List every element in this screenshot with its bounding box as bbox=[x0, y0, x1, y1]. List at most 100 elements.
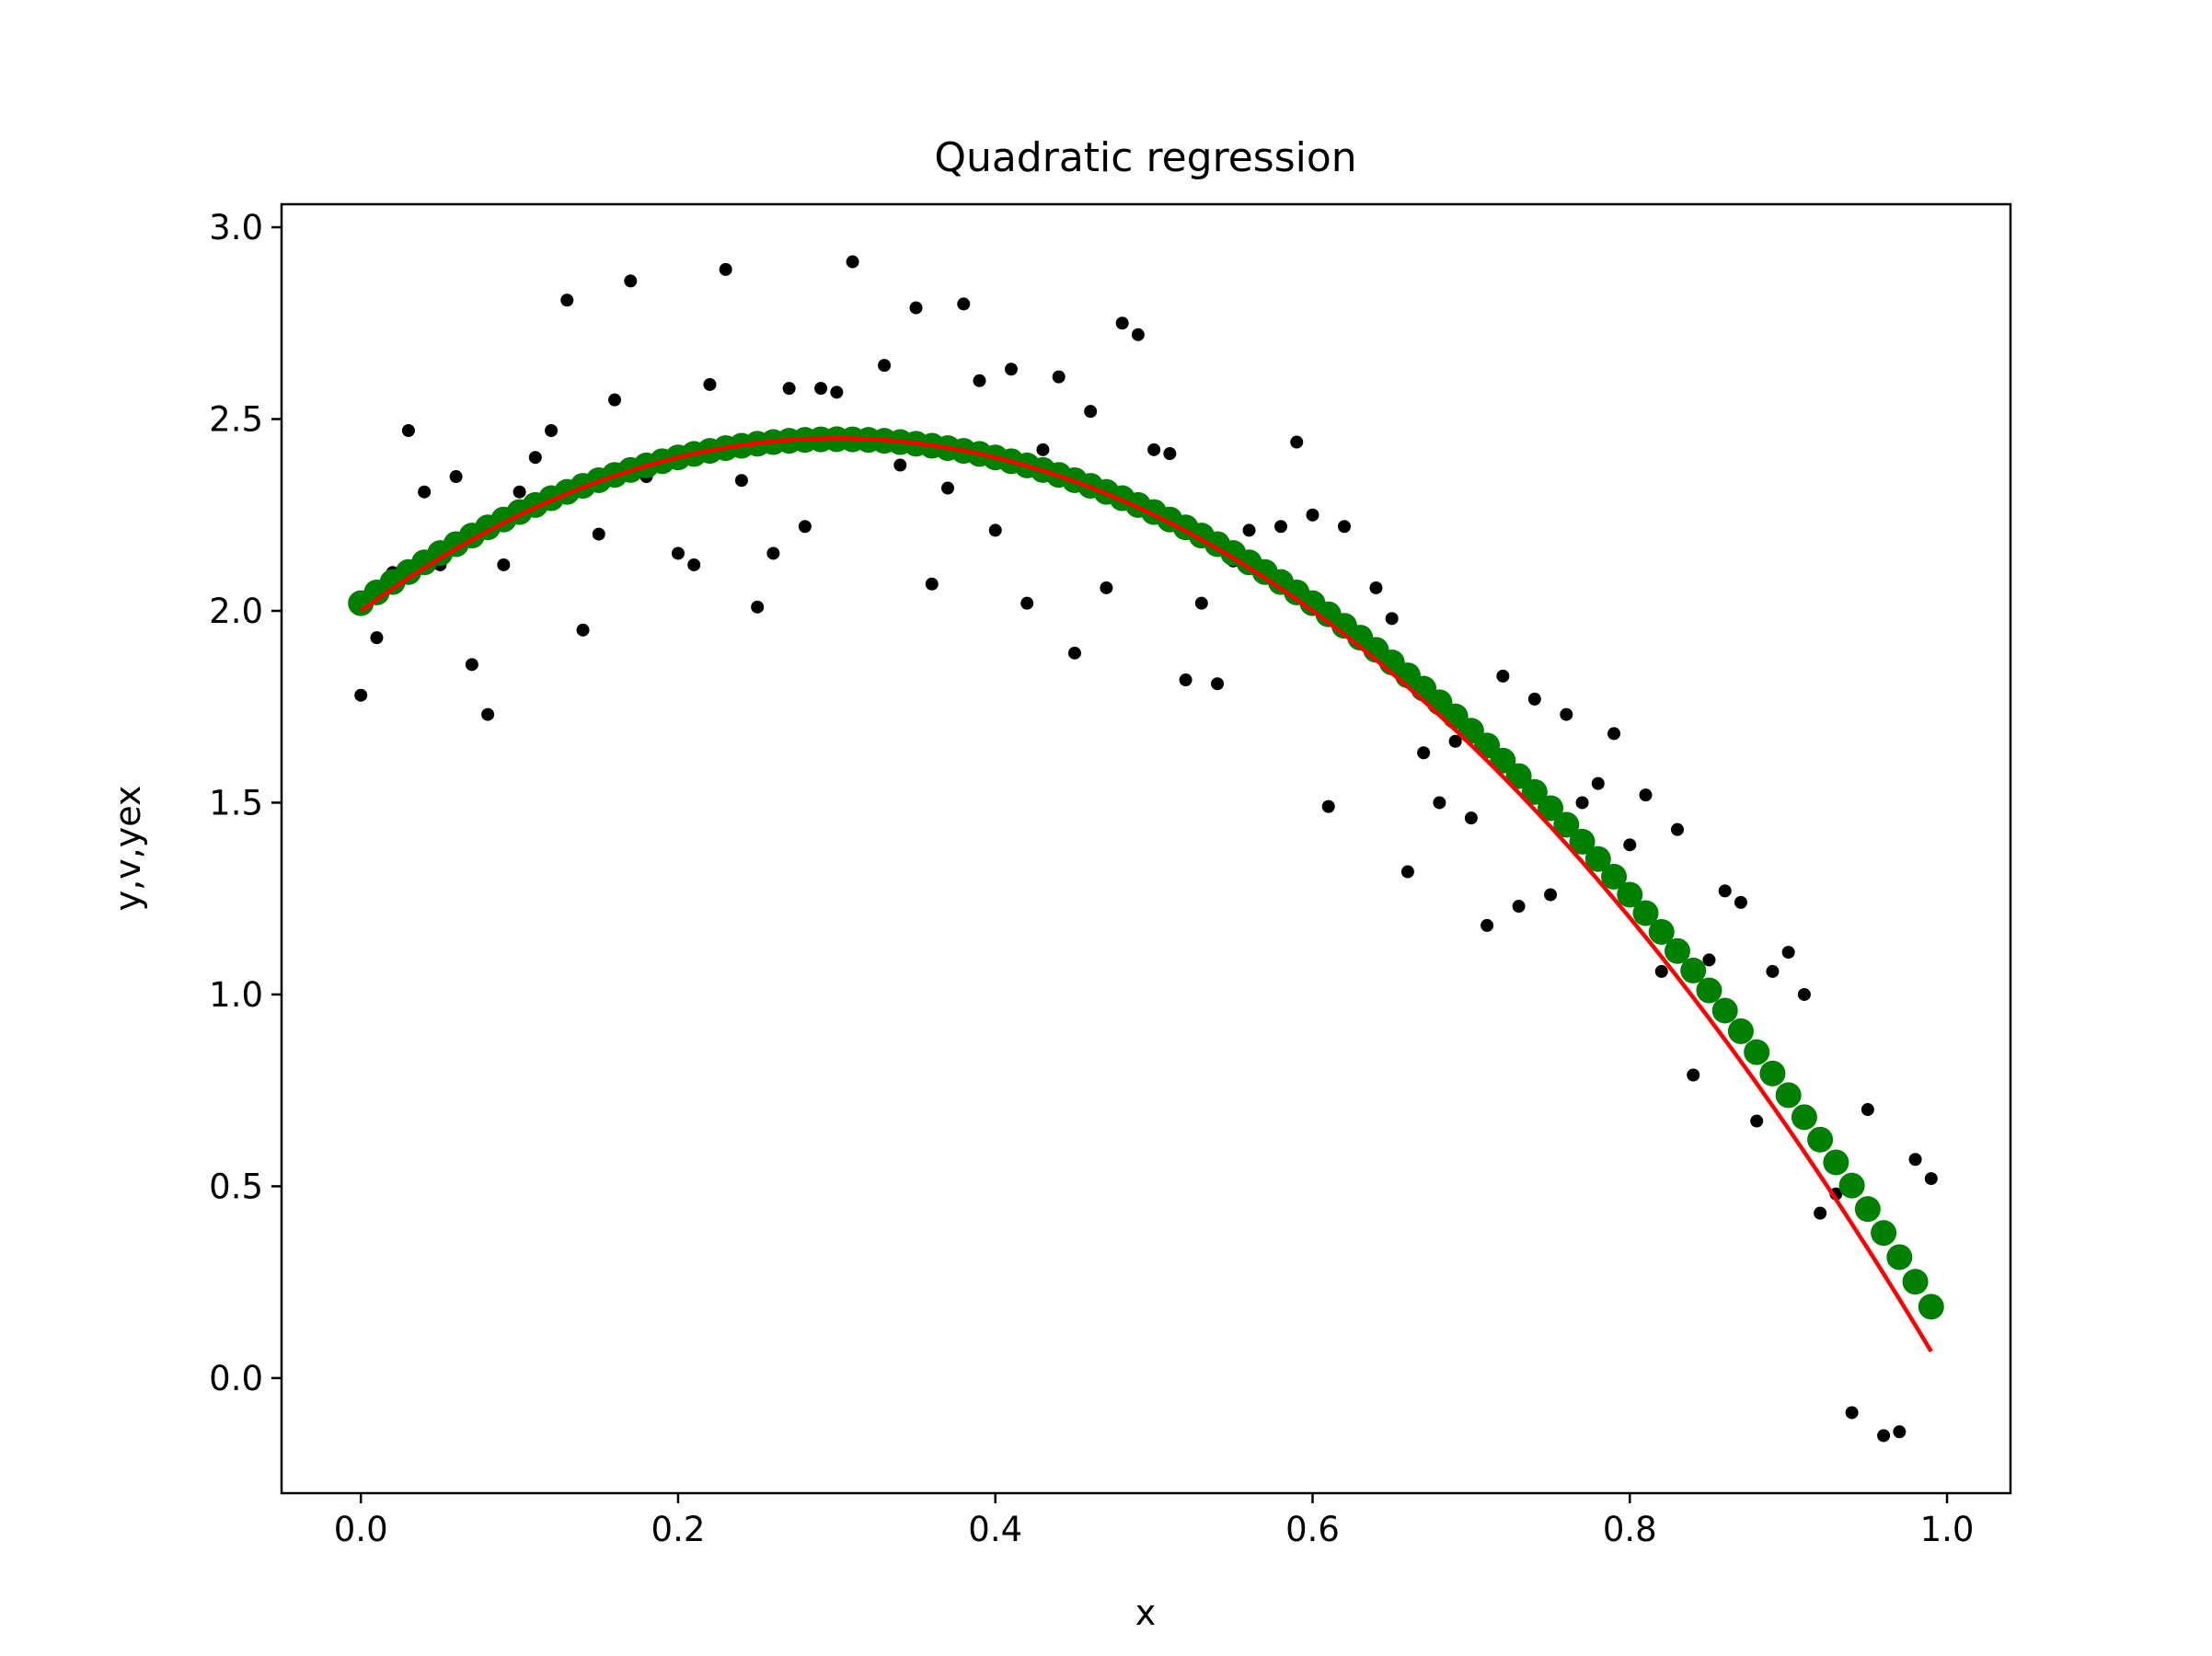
data-point-v bbox=[1902, 1269, 1929, 1295]
data-point-y bbox=[1480, 918, 1494, 932]
data-point-y bbox=[1544, 888, 1558, 902]
data-point-y bbox=[878, 359, 892, 373]
data-point-y bbox=[354, 688, 368, 702]
data-point-y bbox=[497, 558, 511, 571]
series-y-points bbox=[354, 255, 1938, 1443]
data-point-y bbox=[1337, 520, 1351, 534]
data-point-y bbox=[1067, 646, 1081, 660]
data-point-y bbox=[973, 374, 986, 387]
data-point-y bbox=[1433, 796, 1446, 810]
data-point-y bbox=[751, 600, 765, 614]
y-tick-label: 0.5 bbox=[209, 1167, 263, 1206]
data-point-y bbox=[957, 297, 971, 311]
data-point-y bbox=[909, 301, 923, 315]
data-point-y bbox=[782, 382, 796, 396]
data-point-y bbox=[1639, 788, 1653, 802]
data-point-y bbox=[481, 707, 495, 721]
data-point-y bbox=[1512, 900, 1526, 914]
data-point-v bbox=[1807, 1126, 1834, 1153]
data-point-y bbox=[1084, 405, 1098, 419]
data-point-y bbox=[545, 424, 559, 438]
y-axis-ticks: 0.0 0.5 1.0 1.5 2.0 2.5 3.0 bbox=[209, 208, 282, 1398]
data-point-y bbox=[766, 546, 780, 560]
data-point-y bbox=[1845, 1406, 1859, 1420]
data-point-y bbox=[941, 481, 955, 495]
y-tick-label: 2.0 bbox=[209, 592, 263, 631]
data-point-y bbox=[608, 393, 622, 407]
data-point-v bbox=[1886, 1244, 1913, 1271]
data-point-y bbox=[1036, 443, 1050, 456]
data-point-y bbox=[1115, 316, 1129, 330]
data-point-y bbox=[1734, 895, 1747, 909]
y-axis-label: y,v,yex bbox=[108, 786, 148, 912]
data-point-y bbox=[1290, 435, 1304, 449]
x-tick-label: 0.6 bbox=[1285, 1510, 1340, 1549]
data-point-y bbox=[1702, 953, 1716, 967]
x-tick-label: 0.8 bbox=[1603, 1510, 1657, 1549]
data-point-y bbox=[528, 451, 542, 465]
data-point-y bbox=[1750, 1114, 1764, 1128]
data-point-y bbox=[1781, 946, 1795, 960]
data-point-y bbox=[1527, 692, 1541, 706]
data-point-v bbox=[1680, 957, 1707, 983]
data-point-v bbox=[1696, 977, 1722, 1004]
data-point-y bbox=[1924, 1172, 1938, 1186]
data-point-v bbox=[1791, 1104, 1817, 1131]
data-point-y bbox=[576, 623, 590, 637]
data-point-y bbox=[719, 262, 732, 276]
y-tick-label: 0.0 bbox=[209, 1359, 263, 1398]
data-point-v bbox=[1823, 1149, 1849, 1176]
data-point-v bbox=[1727, 1018, 1754, 1044]
series-yex-line bbox=[359, 436, 1933, 1353]
data-point-v bbox=[1521, 778, 1548, 805]
data-point-y bbox=[1877, 1429, 1891, 1443]
data-point-y bbox=[418, 485, 432, 499]
data-point-y bbox=[1369, 581, 1383, 594]
data-point-v bbox=[1838, 1172, 1865, 1199]
data-point-y bbox=[1448, 734, 1462, 748]
data-point-v bbox=[1538, 795, 1564, 822]
data-point-v bbox=[1505, 763, 1532, 789]
x-axis-label: x bbox=[1135, 1593, 1157, 1633]
data-point-y bbox=[1194, 596, 1208, 610]
data-point-y bbox=[1242, 523, 1256, 537]
data-point-v bbox=[1744, 1039, 1770, 1065]
data-point-y bbox=[988, 523, 1002, 537]
x-tick-label: 0.0 bbox=[334, 1510, 388, 1549]
x-tick-label: 0.4 bbox=[968, 1510, 1022, 1549]
data-point-y bbox=[1306, 508, 1319, 522]
axes-frame bbox=[280, 202, 2012, 1495]
plot-area bbox=[348, 255, 1944, 1443]
x-tick-label: 1.0 bbox=[1920, 1510, 1975, 1549]
data-point-y bbox=[1687, 1068, 1700, 1082]
data-point-v bbox=[1759, 1060, 1786, 1087]
data-point-y bbox=[1400, 865, 1414, 879]
data-point-y bbox=[1797, 987, 1811, 1001]
data-point-y bbox=[1211, 677, 1225, 691]
data-point-v bbox=[1871, 1220, 1897, 1247]
data-point-y bbox=[1274, 520, 1288, 534]
data-point-y bbox=[1020, 596, 1034, 610]
data-point-y bbox=[370, 631, 384, 645]
data-point-y bbox=[401, 424, 415, 438]
data-point-v bbox=[1601, 863, 1628, 890]
data-point-v bbox=[1648, 918, 1675, 945]
data-point-y bbox=[703, 377, 717, 391]
data-point-y bbox=[1893, 1425, 1907, 1439]
data-point-y bbox=[1575, 796, 1589, 810]
data-point-y bbox=[1321, 799, 1335, 813]
data-point-y bbox=[1591, 776, 1605, 790]
data-point-v bbox=[1918, 1294, 1944, 1320]
data-point-y bbox=[1163, 447, 1177, 461]
data-point-y bbox=[1861, 1103, 1874, 1117]
data-point-y bbox=[1560, 707, 1573, 721]
data-point-v bbox=[1490, 747, 1516, 774]
data-point-v bbox=[1854, 1196, 1881, 1223]
data-point-y bbox=[814, 382, 828, 396]
data-point-y bbox=[1004, 362, 1018, 376]
data-point-v bbox=[1584, 845, 1611, 872]
data-point-v bbox=[1553, 811, 1580, 838]
data-point-y bbox=[1417, 746, 1431, 760]
